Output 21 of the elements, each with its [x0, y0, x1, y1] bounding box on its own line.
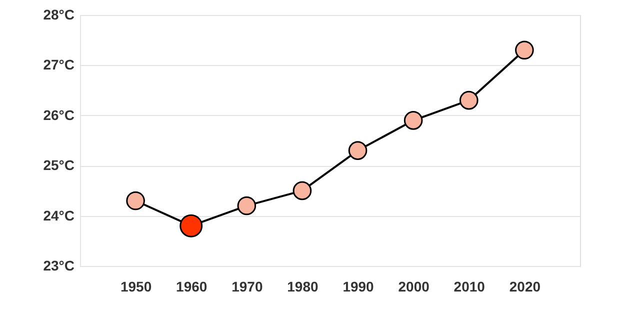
y-tick-label: 23°C: [43, 258, 74, 274]
y-tick-label: 27°C: [43, 56, 74, 73]
x-tick-label: 1970: [232, 278, 263, 294]
y-tick-label: 26°C: [43, 106, 74, 123]
y-tick-label: 28°C: [43, 6, 74, 22]
point: [237, 196, 256, 216]
x-tick-label: 2000: [398, 278, 430, 294]
y-tick-label: 25°C: [43, 157, 74, 174]
x-tick-label: 1980: [287, 278, 319, 294]
point: [404, 111, 423, 130]
x-tick-label: 1950: [120, 278, 152, 294]
point: [348, 141, 368, 160]
y-tick-label: 24°C: [43, 207, 74, 224]
point: [126, 191, 145, 210]
point: [459, 90, 478, 110]
x-tick-label: 1990: [342, 278, 374, 294]
x-tick-label: 1960: [176, 278, 208, 294]
x-tick-label: 2020: [509, 278, 541, 294]
point: [515, 40, 534, 60]
point: [292, 181, 312, 200]
x-tick-label: 2010: [454, 278, 486, 294]
